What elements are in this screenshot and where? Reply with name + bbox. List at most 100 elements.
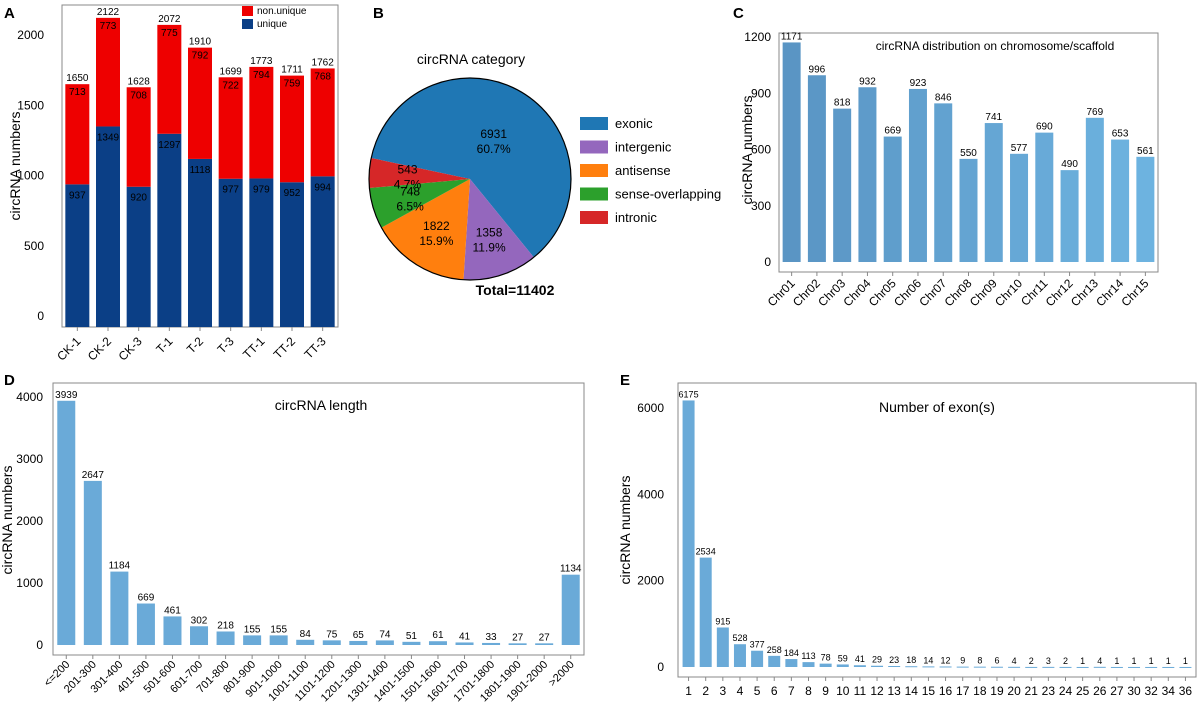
x-tick-label: 9: [822, 684, 829, 698]
bar: [733, 644, 746, 667]
x-tick-label: 12: [870, 684, 884, 698]
x-tick-label: 11: [854, 684, 867, 698]
x-tick-label: 14: [905, 684, 919, 698]
value-label: 461: [164, 605, 181, 616]
value-label-non-unique: 713: [69, 87, 86, 98]
value-label: 915: [715, 617, 730, 627]
bar: [984, 123, 1003, 262]
x-tick-label: Chr15: [1118, 276, 1151, 309]
value-label: 1184: [109, 561, 131, 572]
bar: [190, 626, 209, 645]
value-label-total: 1699: [220, 66, 243, 77]
pie-percent-label: 6.5%: [396, 199, 424, 213]
y-tick-label: 0: [764, 255, 771, 269]
bar: [1008, 666, 1021, 668]
pie-value-label: 748: [400, 184, 420, 198]
value-label-total: 1773: [250, 56, 273, 67]
value-label: 41: [459, 631, 471, 642]
x-tick-label: 27: [1110, 684, 1124, 698]
pie-slice-exonic: [371, 77, 571, 258]
y-tick-label: 0: [657, 660, 664, 674]
panel-letter-e: E: [620, 372, 630, 389]
x-tick-label: 32: [1144, 684, 1158, 698]
bar: [1025, 666, 1038, 668]
pie-total-label: Total=11402: [476, 282, 555, 298]
value-label-unique: 1349: [97, 132, 120, 143]
value-label: 27: [539, 632, 551, 643]
x-tick-label: 16: [939, 684, 953, 698]
value-label-unique: 952: [284, 188, 301, 199]
x-tick-label: T-2: [184, 334, 206, 356]
bar: [959, 158, 978, 262]
x-tick-label: Chr03: [815, 276, 848, 309]
x-tick-label: TT-3: [301, 334, 329, 362]
bar-non-unique: [310, 68, 335, 177]
value-label-non-unique: 768: [314, 71, 331, 82]
value-label-non-unique: 722: [222, 80, 239, 91]
value-label: 33: [486, 632, 498, 643]
bar: [905, 666, 918, 668]
y-tick-label: 500: [24, 239, 44, 253]
value-label: 528: [732, 633, 747, 643]
bar: [1076, 666, 1089, 668]
pie-value-label: 1822: [423, 219, 450, 233]
bar: [535, 643, 554, 645]
value-label: 932: [859, 76, 876, 87]
value-label-total: 2072: [158, 14, 181, 25]
y-tick-label: 2000: [637, 574, 664, 588]
x-tick-label: 23: [1042, 684, 1056, 698]
x-tick-label: 4: [737, 684, 744, 698]
x-tick-label: 20: [1007, 684, 1021, 698]
y-tick-label: 4000: [637, 487, 664, 501]
value-label: 18: [906, 655, 916, 665]
x-tick-label: CK-3: [116, 334, 145, 363]
x-tick-label: 24: [1059, 684, 1073, 698]
value-label: 818: [834, 98, 851, 109]
bar-unique: [126, 186, 151, 327]
x-tick-label: Chr09: [967, 276, 1000, 309]
bar: [1111, 139, 1130, 262]
pie-outline: [368, 77, 572, 281]
bar-unique: [218, 178, 243, 327]
value-label: 2647: [82, 470, 105, 481]
bar-non-unique: [65, 84, 90, 185]
value-label: 6: [994, 656, 999, 666]
x-tick-label: 3: [719, 684, 726, 698]
value-label: 23: [889, 655, 899, 665]
x-tick-label: 19: [990, 684, 1004, 698]
bar: [922, 666, 935, 668]
value-label: 690: [1036, 122, 1053, 133]
bar: [402, 641, 421, 645]
bar: [934, 103, 953, 262]
x-tick-label: 17: [956, 684, 970, 698]
value-label-non-unique: 759: [284, 79, 301, 90]
x-tick-label: 8: [805, 684, 812, 698]
x-tick-label: 36: [1179, 684, 1193, 698]
x-tick-label: TT-1: [240, 334, 268, 362]
value-label: 550: [960, 148, 977, 159]
bar: [1128, 666, 1141, 668]
value-label: 669: [884, 126, 901, 137]
bar-unique: [188, 158, 212, 327]
bar-unique: [310, 176, 335, 327]
value-label: 74: [379, 629, 391, 640]
value-label-total: 1711: [281, 65, 303, 76]
x-tick-label: TT-2: [271, 334, 299, 362]
x-tick-label: 18: [973, 684, 987, 698]
value-label: 2: [1063, 656, 1068, 666]
y-tick-label: 1000: [16, 576, 43, 590]
bar: [990, 666, 1003, 668]
value-label: 14: [923, 655, 933, 665]
y-tick-label: 4000: [16, 390, 43, 404]
y-tick-label: 1500: [17, 98, 44, 112]
bar: [1035, 132, 1054, 262]
legend-label-intronic: intronic: [615, 210, 657, 225]
pie-value-label: 6931: [480, 127, 507, 141]
value-label: 769: [1086, 107, 1103, 118]
value-label: 51: [406, 631, 418, 642]
panel-letter-b: B: [373, 5, 384, 22]
y-tick-label: 3000: [16, 452, 43, 466]
value-label-unique: 1297: [158, 140, 181, 151]
value-label: 12: [941, 655, 951, 665]
value-label: 669: [138, 593, 155, 604]
